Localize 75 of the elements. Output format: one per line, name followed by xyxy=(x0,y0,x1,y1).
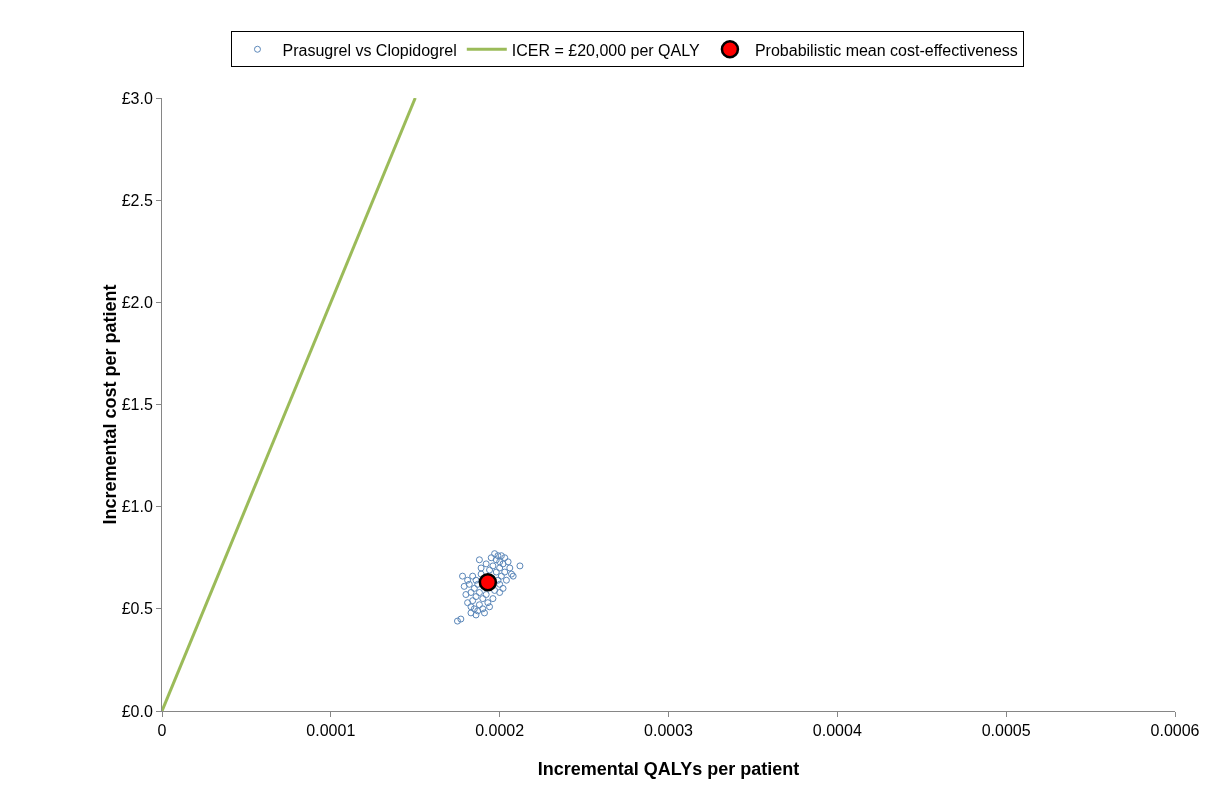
x-tick-label: 0 xyxy=(157,722,167,740)
point xyxy=(477,570,485,578)
y-tick-label: £0.0 xyxy=(121,702,153,720)
point xyxy=(492,556,500,564)
point xyxy=(497,572,505,580)
point xyxy=(486,603,494,611)
y-tick-label: £1.5 xyxy=(121,396,153,414)
point xyxy=(464,599,472,607)
y-tick-label: £2.5 xyxy=(121,191,153,209)
x-tick-label: 0.0006 xyxy=(1150,722,1200,740)
point xyxy=(492,568,500,576)
point xyxy=(496,580,504,588)
legend-label: ICER = £20,000 per QALY xyxy=(511,41,700,59)
x-axis-title: Incremental QALYs per patient xyxy=(537,759,800,779)
point xyxy=(469,597,477,605)
point xyxy=(475,556,483,564)
point xyxy=(489,595,497,603)
point xyxy=(459,572,467,580)
point xyxy=(477,564,485,572)
y-axis-title: Incremental cost per patient xyxy=(99,284,120,525)
point xyxy=(479,605,487,613)
point xyxy=(474,607,482,615)
x-tick-label: 0.0003 xyxy=(644,722,694,740)
point xyxy=(494,576,502,584)
point xyxy=(501,568,509,576)
point xyxy=(470,605,478,613)
point xyxy=(475,588,483,596)
point xyxy=(453,617,461,625)
point xyxy=(467,609,475,617)
y-tick-label: £3.0 xyxy=(121,89,153,107)
legend-label: Prasugrel vs Clopidogrel xyxy=(282,41,457,59)
x-tick-label: 0.0005 xyxy=(981,722,1031,740)
point xyxy=(470,584,478,592)
point xyxy=(467,603,475,611)
point xyxy=(499,560,507,568)
point xyxy=(475,601,483,609)
point xyxy=(486,566,494,574)
point xyxy=(496,558,504,566)
x-tick-label: 0.0002 xyxy=(475,722,525,740)
point xyxy=(472,576,480,584)
point xyxy=(496,564,504,572)
point xyxy=(482,560,490,568)
point xyxy=(465,580,473,588)
point xyxy=(504,558,512,566)
point xyxy=(489,562,497,570)
point xyxy=(482,591,490,599)
point xyxy=(496,588,504,596)
y-tick-label: £1.0 xyxy=(121,498,153,516)
point xyxy=(494,552,502,560)
point xyxy=(502,576,510,584)
point xyxy=(497,552,505,560)
point xyxy=(478,573,498,592)
x-tick-label: 0.0001 xyxy=(306,722,356,740)
point xyxy=(501,554,509,562)
y-tick-label: £2.0 xyxy=(121,293,153,311)
y-tick-label: £0.5 xyxy=(121,600,153,618)
point xyxy=(464,576,472,584)
point xyxy=(491,550,499,558)
point xyxy=(499,584,507,592)
point xyxy=(460,582,468,590)
point xyxy=(506,564,514,572)
x-tick-label: 0.0004 xyxy=(812,722,862,740)
point xyxy=(469,572,477,580)
point xyxy=(487,554,495,562)
point xyxy=(467,588,475,596)
point xyxy=(480,609,488,617)
point xyxy=(491,586,499,594)
point xyxy=(516,562,524,570)
point xyxy=(457,615,465,623)
point xyxy=(472,611,480,619)
point xyxy=(462,591,470,599)
legend-label: Probabilistic mean cost-effectiveness xyxy=(754,41,1018,59)
point xyxy=(484,599,492,607)
point xyxy=(472,593,480,601)
point xyxy=(479,595,487,603)
